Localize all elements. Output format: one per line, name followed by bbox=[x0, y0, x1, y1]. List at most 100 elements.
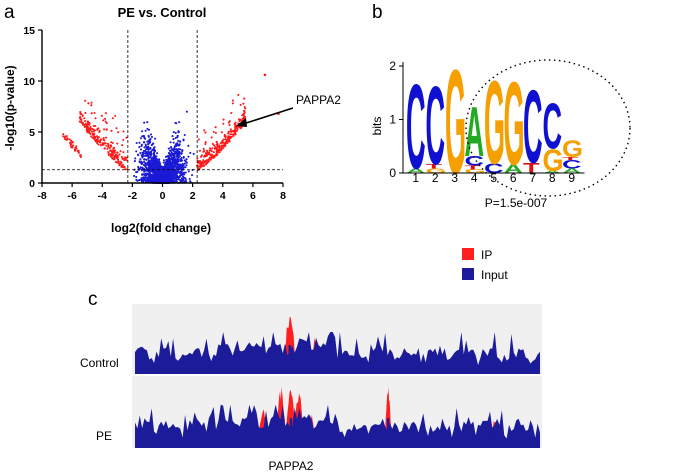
input-spike bbox=[300, 359, 304, 374]
point-not-significant bbox=[172, 164, 175, 167]
point-significant bbox=[218, 144, 221, 147]
point-not-significant bbox=[165, 162, 168, 165]
point-significant bbox=[87, 102, 90, 105]
point-significant bbox=[91, 128, 94, 131]
point-not-significant bbox=[177, 131, 180, 134]
point-significant bbox=[95, 135, 99, 138]
point-significant bbox=[204, 152, 208, 155]
point-not-significant bbox=[150, 135, 154, 139]
point-significant bbox=[215, 151, 218, 154]
point-not-significant bbox=[174, 177, 177, 180]
point-significant bbox=[103, 128, 106, 131]
point-significant bbox=[94, 140, 97, 143]
point-significant bbox=[198, 149, 202, 152]
point-significant bbox=[98, 130, 101, 134]
point-significant bbox=[196, 157, 199, 160]
point-significant bbox=[225, 139, 228, 142]
logo-letter-T: T bbox=[426, 163, 443, 170]
input-spike bbox=[386, 418, 390, 448]
point-not-significant bbox=[149, 170, 153, 173]
point-significant bbox=[115, 127, 118, 130]
logo-position-label: 3 bbox=[451, 171, 458, 185]
point-significant bbox=[215, 154, 218, 157]
point-not-significant bbox=[156, 172, 159, 176]
point-significant bbox=[79, 153, 82, 157]
point-not-significant bbox=[145, 152, 148, 155]
pappa2-arrowhead bbox=[236, 118, 247, 127]
track-control bbox=[135, 316, 540, 374]
point-significant bbox=[203, 164, 206, 167]
point-significant bbox=[241, 114, 244, 117]
point-not-significant bbox=[149, 156, 152, 159]
x-tick-label: 6 bbox=[250, 190, 256, 202]
logo-position-label: 8 bbox=[549, 171, 556, 185]
point-not-significant bbox=[185, 161, 188, 164]
point-not-significant bbox=[152, 148, 155, 151]
point-not-significant bbox=[182, 138, 185, 141]
point-not-significant bbox=[154, 149, 157, 152]
point-significant bbox=[111, 117, 114, 120]
logo-letter-C: C bbox=[484, 161, 504, 176]
point-significant bbox=[200, 154, 203, 157]
point-significant bbox=[233, 128, 237, 131]
point-significant bbox=[86, 126, 89, 129]
point-significant bbox=[224, 136, 227, 139]
point-significant bbox=[76, 150, 80, 153]
point-not-significant bbox=[140, 148, 143, 151]
input-spike bbox=[288, 345, 291, 374]
point-not-significant bbox=[166, 169, 169, 172]
point-significant bbox=[101, 143, 104, 146]
input-spike bbox=[309, 431, 313, 448]
point-significant bbox=[104, 112, 107, 115]
point-not-significant bbox=[180, 163, 183, 166]
point-not-significant bbox=[142, 141, 146, 144]
x-tick-label: -2 bbox=[128, 190, 137, 202]
point-not-significant bbox=[147, 146, 150, 149]
point-not-significant bbox=[175, 171, 178, 174]
legend-input-swatch bbox=[462, 268, 474, 280]
point-not-significant bbox=[174, 121, 177, 125]
logo-y-tick-label: 1 bbox=[389, 113, 396, 127]
point-not-significant bbox=[169, 158, 172, 161]
point-significant bbox=[218, 146, 221, 149]
volcano-x-label: log2(fold change) bbox=[111, 221, 211, 235]
point-not-significant bbox=[154, 172, 157, 175]
point-significant bbox=[104, 120, 107, 123]
point-significant bbox=[117, 131, 120, 134]
point-significant bbox=[121, 157, 124, 160]
gene-label: PAPPA2 bbox=[269, 459, 314, 473]
coverage-tracks: IP Input Control PE PAPPA2 bbox=[80, 248, 542, 473]
point-significant bbox=[93, 129, 96, 132]
point-significant bbox=[220, 131, 223, 134]
point-significant bbox=[118, 153, 121, 156]
x-tick-label: 4 bbox=[220, 190, 226, 202]
logo-letter-C: C bbox=[426, 65, 446, 189]
point-significant bbox=[123, 166, 126, 169]
point-not-significant bbox=[168, 149, 172, 152]
point-not-significant bbox=[169, 170, 172, 174]
point-not-significant bbox=[181, 177, 184, 180]
point-not-significant bbox=[174, 164, 177, 167]
point-significant bbox=[103, 117, 107, 120]
point-not-significant bbox=[185, 110, 188, 113]
point-not-significant bbox=[175, 155, 178, 158]
point-significant bbox=[74, 148, 77, 151]
point-not-significant bbox=[159, 162, 162, 165]
point-not-significant bbox=[187, 144, 190, 147]
point-significant bbox=[90, 127, 93, 130]
point-significant bbox=[62, 135, 65, 138]
point-significant bbox=[114, 160, 117, 163]
point-not-significant bbox=[146, 127, 149, 130]
point-significant bbox=[230, 130, 233, 133]
point-not-significant bbox=[135, 175, 138, 178]
point-not-significant bbox=[139, 152, 142, 155]
point-not-significant bbox=[148, 165, 151, 168]
point-not-significant bbox=[161, 175, 164, 178]
point-not-significant bbox=[167, 177, 170, 181]
point-significant bbox=[228, 123, 231, 127]
point-significant bbox=[212, 130, 215, 134]
point-not-significant bbox=[170, 169, 173, 173]
panel-letter-c: c bbox=[88, 289, 98, 310]
point-not-significant bbox=[155, 165, 158, 168]
